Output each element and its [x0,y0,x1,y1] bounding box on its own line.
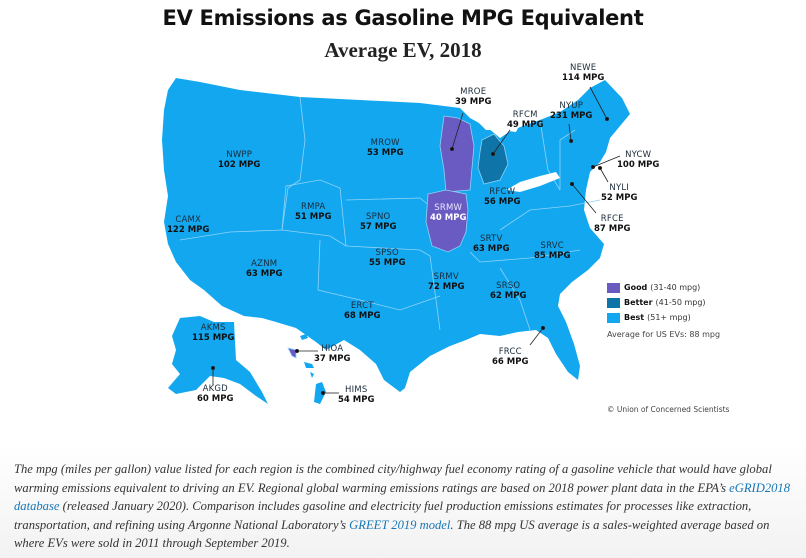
label-frcc: FRCC 66 MPG [492,347,529,367]
legend-item-best: Best (51+ mpg) [607,310,720,325]
legend-item-good: Good (31-40 mpg) [607,280,720,295]
label-hioa: HIOA 37 MPG [314,344,351,364]
label-mrow: MROW 53 MPG [367,138,404,158]
label-spno: SPNO 57 MPG [360,212,397,232]
label-nyup: NYUP 231 MPG [550,101,593,121]
region-mroe-shape [439,115,475,193]
label-srmv: SRMV 72 MPG [428,272,465,292]
label-nycw: NYCW 100 MPG [617,150,660,170]
map-legend: Good (31-40 mpg) Better (41-50 mpg) Best… [607,280,720,339]
label-rfcm: RFCM 49 MPG [507,110,544,130]
label-newe: NEWE 114 MPG [562,63,605,83]
label-srvc: SRVC 85 MPG [534,241,571,261]
region-srmw-shape [425,189,469,253]
map-subtitle: Average EV, 2018 [324,38,482,62]
us-average-note: Average for US EVs: 88 mpg [607,330,721,339]
legend-swatch-best [607,312,620,323]
label-camx: CAMX 122 MPG [167,215,210,235]
label-akms: AKMS 115 MPG [192,323,235,343]
great-lakes [476,116,560,192]
map-title: EV Emissions as Gasoline MPG Equivalent [162,6,644,30]
label-spso: SPSO 55 MPG [369,248,406,268]
label-erct: ERCT 68 MPG [344,301,381,321]
leader-lines [210,86,621,395]
label-mroe: MROE 39 MPG [455,87,492,107]
legend-item-better: Better (41-50 mpg) [607,295,720,310]
caption-background [0,444,806,558]
alaska-shape [168,316,268,404]
region-rfcm-shape [477,133,509,185]
greet-model-link[interactable]: GREET 2019 model [349,517,451,532]
egrid-database-link[interactable]: eGRID2018 database [14,480,791,514]
label-nwpp: NWPP 102 MPG [218,150,261,170]
label-akgd: AKGD 60 MPG [197,384,234,404]
label-rfce: RFCE 87 MPG [594,214,631,234]
hawaii-islands [300,334,314,378]
map-caption: The mpg (miles per gallon) value listed … [14,462,791,550]
hawaii-hims-shape [314,382,326,404]
label-srmw: SRMW 40 MPG [430,203,467,223]
us-region-map [162,78,630,404]
region-borders [179,96,601,331]
legend-swatch-better [607,297,620,308]
label-rfcw: RFCW 56 MPG [484,187,521,207]
contiguous-us-shape [162,78,630,392]
label-nyli: NYLI 52 MPG [601,183,638,203]
label-rmpa: RMPA 51 MPG [295,202,332,222]
label-srso: SRSO 62 MPG [490,281,527,301]
legend-swatch-good [607,282,620,293]
label-aznm: AZNM 63 MPG [246,259,283,279]
label-srtv: SRTV 63 MPG [473,234,510,254]
copyright-credit: © Union of Concerned Scientists [607,405,730,414]
label-hims: HIMS 54 MPG [338,385,375,405]
hawaii-hioa-shape [287,347,297,359]
